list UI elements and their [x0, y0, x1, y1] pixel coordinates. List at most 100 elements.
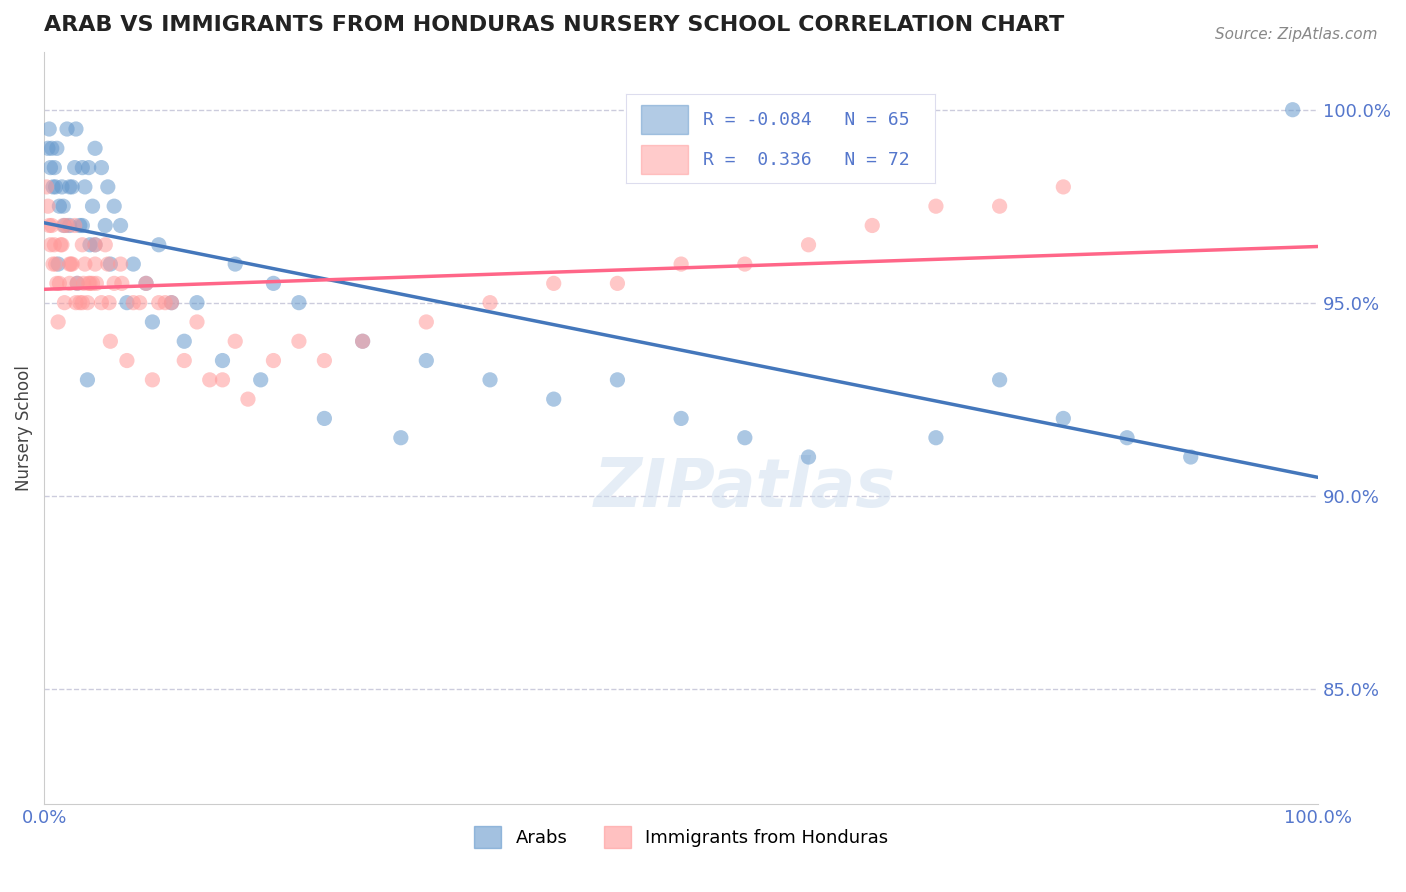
- Point: [52, 199, 75, 213]
- Point: [49, 237, 72, 252]
- Point: [82, 277, 104, 291]
- Point: [39, 161, 62, 175]
- Point: [72, 161, 94, 175]
- Point: [173, 334, 195, 349]
- Point: [103, 199, 125, 213]
- Point: [211, 373, 233, 387]
- Point: [90, 295, 112, 310]
- Point: [479, 295, 502, 310]
- Point: [59, 257, 82, 271]
- Point: [63, 219, 86, 233]
- Point: [42, 180, 65, 194]
- Point: [77, 277, 100, 291]
- Point: [1180, 450, 1202, 464]
- Text: ARAB VS IMMIGRANTS FROM HONDURAS NURSERY SCHOOL CORRELATION CHART: ARAB VS IMMIGRANTS FROM HONDURAS NURSERY…: [44, 15, 1064, 35]
- Point: [66, 277, 89, 291]
- Text: R = -0.084   N = 65: R = -0.084 N = 65: [703, 111, 910, 128]
- Point: [53, 219, 76, 233]
- Point: [110, 257, 132, 271]
- Point: [173, 353, 195, 368]
- Point: [606, 277, 628, 291]
- Point: [669, 411, 692, 425]
- Point: [1052, 411, 1074, 425]
- Point: [97, 180, 120, 194]
- Point: [98, 295, 121, 310]
- Point: [58, 219, 80, 233]
- Legend: Arabs, Immigrants from Honduras: Arabs, Immigrants from Honduras: [467, 819, 896, 855]
- Point: [72, 219, 94, 233]
- Point: [46, 315, 69, 329]
- Point: [73, 180, 96, 194]
- Point: [76, 373, 98, 387]
- Point: [734, 257, 756, 271]
- Point: [84, 237, 107, 252]
- Point: [84, 141, 107, 155]
- Point: [72, 295, 94, 310]
- Point: [135, 277, 157, 291]
- Point: [160, 295, 183, 310]
- Point: [352, 334, 374, 349]
- Point: [84, 237, 107, 252]
- Point: [224, 334, 246, 349]
- Point: [72, 237, 94, 252]
- Point: [115, 295, 138, 310]
- Point: [543, 392, 565, 406]
- Point: [122, 257, 145, 271]
- Point: [48, 199, 70, 213]
- Point: [58, 257, 80, 271]
- Point: [988, 373, 1011, 387]
- Point: [44, 161, 66, 175]
- Text: ZIPatlas: ZIPatlas: [593, 455, 896, 521]
- Bar: [641, 105, 688, 134]
- Point: [41, 219, 63, 233]
- Point: [97, 257, 120, 271]
- Point: [186, 295, 208, 310]
- Point: [37, 199, 59, 213]
- Point: [79, 277, 101, 291]
- Point: [39, 237, 62, 252]
- Point: [94, 237, 117, 252]
- Point: [925, 199, 948, 213]
- Point: [141, 373, 163, 387]
- Point: [72, 277, 94, 291]
- Point: [86, 277, 108, 291]
- Y-axis label: Nursery School: Nursery School: [15, 365, 32, 491]
- Point: [249, 373, 271, 387]
- Point: [314, 353, 336, 368]
- Point: [46, 257, 69, 271]
- Point: [148, 237, 170, 252]
- Point: [415, 315, 437, 329]
- Point: [415, 353, 437, 368]
- Point: [1281, 103, 1303, 117]
- Point: [60, 180, 83, 194]
- Point: [734, 431, 756, 445]
- Point: [42, 257, 65, 271]
- Point: [797, 237, 820, 252]
- Point: [186, 315, 208, 329]
- Point: [543, 277, 565, 291]
- Point: [65, 295, 87, 310]
- Point: [288, 334, 311, 349]
- Point: [53, 295, 76, 310]
- Point: [988, 199, 1011, 213]
- Point: [148, 295, 170, 310]
- Point: [925, 431, 948, 445]
- Point: [288, 295, 311, 310]
- Point: [262, 353, 284, 368]
- Point: [352, 334, 374, 349]
- Point: [60, 257, 83, 271]
- Point: [65, 122, 87, 136]
- Point: [103, 277, 125, 291]
- Point: [141, 315, 163, 329]
- Bar: [641, 145, 688, 174]
- Point: [110, 219, 132, 233]
- Point: [98, 257, 121, 271]
- Point: [45, 257, 67, 271]
- Point: [69, 295, 91, 310]
- Point: [38, 219, 60, 233]
- Point: [669, 257, 692, 271]
- Point: [314, 411, 336, 425]
- Point: [58, 180, 80, 194]
- Point: [1052, 180, 1074, 194]
- Point: [90, 161, 112, 175]
